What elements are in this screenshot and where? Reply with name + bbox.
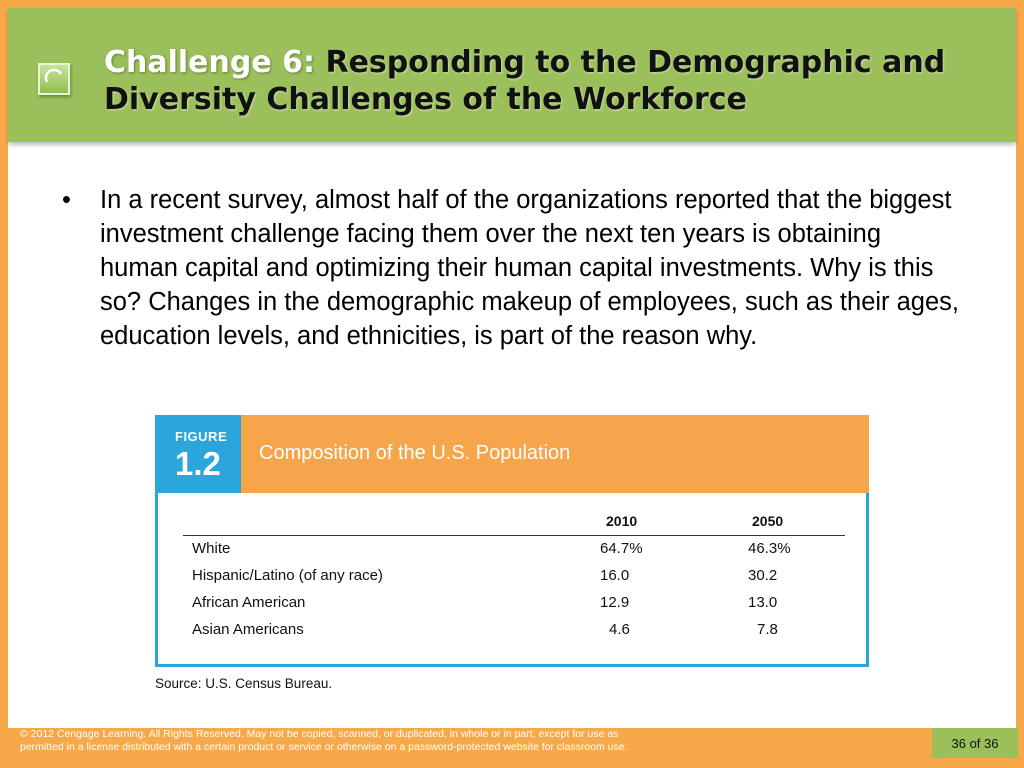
value-2050: 30.2 xyxy=(748,567,778,584)
figure-label: FIGURE xyxy=(175,429,228,444)
title-bar xyxy=(8,8,1016,142)
value-2050: 13.0 xyxy=(748,594,778,611)
figure-badge: FIGURE 1.2 xyxy=(155,415,241,493)
figure-number: 1.2 xyxy=(175,445,221,482)
column-header-2050: 2050 xyxy=(752,513,784,529)
figure-header: FIGURE 1.2 Composition of the U.S. Popul… xyxy=(155,415,869,493)
page-number: 36 of 36 xyxy=(932,728,1018,758)
row-label: Hispanic/Latino (of any race) xyxy=(192,567,383,584)
row-label: Asian Americans xyxy=(192,621,304,638)
value-2010: 12.9 xyxy=(600,594,630,611)
bullet-marker: • xyxy=(62,186,71,214)
value-2050: 7.8 xyxy=(757,621,778,638)
figure-title: Composition of the U.S. Population xyxy=(259,442,571,464)
bullet-text: In a recent survey, almost half of the o… xyxy=(100,186,960,350)
slide-bullet-icon xyxy=(38,63,70,95)
copyright-line-2: permitted in a license distributed with … xyxy=(20,741,628,753)
copyright-notice: © 2012 Cengage Learning. All Rights Rese… xyxy=(20,728,740,754)
slide-title: Challenge 6: Responding to the Demograph… xyxy=(104,44,994,118)
column-header-2010: 2010 xyxy=(606,513,638,529)
value-2010: 16.0 xyxy=(600,567,630,584)
page-number-text: 36 of 36 xyxy=(951,735,999,751)
table-header-divider xyxy=(183,535,845,536)
row-label: White xyxy=(192,540,231,557)
value-2010: 64.7% xyxy=(600,540,643,557)
row-label: African American xyxy=(192,594,306,611)
figure-panel: FIGURE 1.2 Composition of the U.S. Popul… xyxy=(155,415,869,667)
title-lead: Challenge 6: xyxy=(104,45,316,80)
copyright-line-1: © 2012 Cengage Learning. All Rights Rese… xyxy=(20,728,619,740)
figure-source: Source: U.S. Census Bureau. xyxy=(155,676,333,691)
value-2010: 4.6 xyxy=(609,621,630,638)
value-2050: 46.3% xyxy=(748,540,791,557)
title-rest: Responding to the Demographic and Divers… xyxy=(104,45,946,117)
